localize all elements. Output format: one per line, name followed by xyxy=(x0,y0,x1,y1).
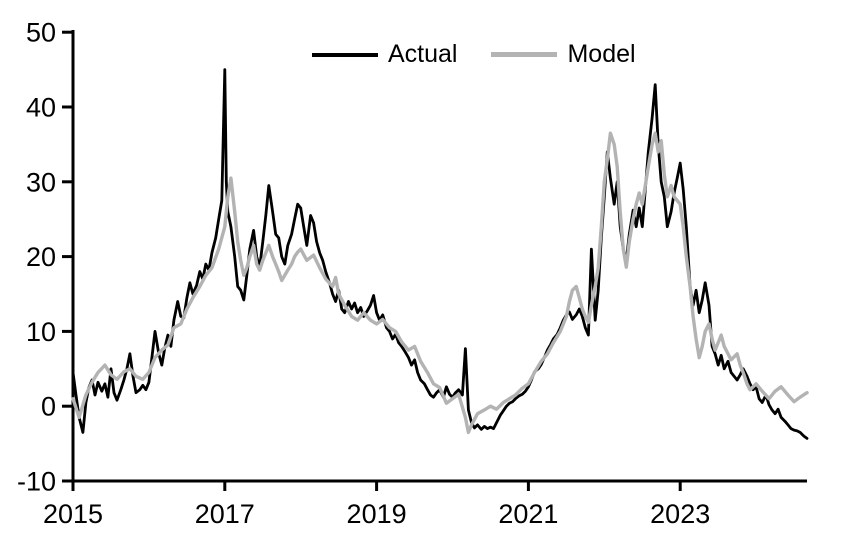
actual-line-swatch xyxy=(312,52,378,57)
x-tick-label: 2015 xyxy=(43,499,103,529)
chart-axes xyxy=(62,30,807,491)
axis-tick-labels: -10 0 10 20 30 40 50 2015 2017 2019 2021 2023 xyxy=(17,18,710,529)
series-line-actual xyxy=(71,68,809,440)
y-tick-label: 0 xyxy=(41,392,56,422)
y-tick-label: 30 xyxy=(26,167,56,197)
legend-label-actual: Actual xyxy=(388,40,458,68)
chart-series-lines xyxy=(71,68,809,440)
model-line-swatch xyxy=(491,52,558,57)
series-line-model xyxy=(71,131,809,435)
x-tick-label: 2021 xyxy=(498,499,558,529)
y-tick-label: 10 xyxy=(26,317,56,347)
legend-item-actual: Actual xyxy=(312,42,457,67)
y-tick-label: -10 xyxy=(17,467,56,497)
legend-label-model: Model xyxy=(567,40,636,68)
y-tick-label: 20 xyxy=(26,242,56,272)
chart-legend: Actual Model xyxy=(312,42,636,67)
x-tick-label: 2019 xyxy=(347,499,407,529)
legend-item-model: Model xyxy=(491,40,636,68)
x-tick-label: 2017 xyxy=(195,499,255,529)
x-tick-label: 2023 xyxy=(650,499,710,529)
y-tick-label: 40 xyxy=(26,93,56,123)
y-tick-label: 50 xyxy=(26,18,56,48)
